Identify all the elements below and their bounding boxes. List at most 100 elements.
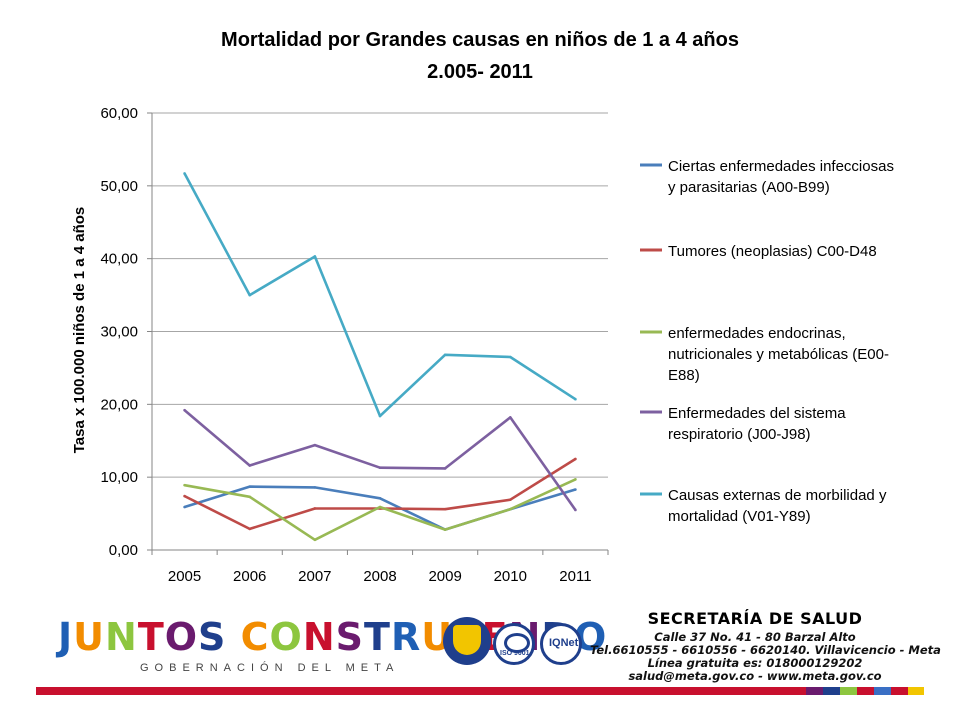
logo-letter — [226, 615, 240, 659]
x-tick-label: 2010 — [494, 568, 527, 585]
chart-title-line1: Mortalidad por Grandes causas en niños d… — [221, 29, 739, 51]
logo-letter: U — [73, 615, 105, 659]
data-point — [378, 466, 382, 469]
data-point — [378, 496, 382, 500]
x-tick-label: 2008 — [363, 568, 396, 585]
logo-letter: S — [198, 615, 227, 659]
logo-letter: S — [335, 615, 365, 659]
data-point — [313, 486, 317, 489]
logo-letter: T — [137, 615, 165, 659]
logo-letter: O — [164, 615, 199, 659]
color-bar-segment — [891, 687, 908, 695]
logo-letter: J — [58, 615, 74, 659]
logo-letter: R — [390, 615, 422, 659]
contact-line: salud@meta.gov.co - www.meta.gov.co — [628, 669, 882, 683]
legend-label: Causas externas de morbilidad y — [668, 487, 887, 504]
data-point — [443, 467, 447, 470]
legend-label: y parasitarias (A00-B99) — [668, 179, 830, 196]
logo-letter: C — [240, 615, 270, 659]
y-tick-label: 10,00 — [100, 469, 138, 486]
data-point — [183, 172, 186, 175]
color-bar-segment — [908, 687, 924, 695]
y-axis-label: Tasa x 100.000 niños de 1 a 4 años — [71, 207, 88, 454]
x-tick-label: 2006 — [233, 568, 266, 585]
secretaria-contact-block: SECRETARÍA DE SALUD Calle 37 No. 41 - 80… — [590, 609, 941, 683]
data-point — [508, 507, 512, 511]
data-point — [508, 355, 512, 359]
data-point — [313, 538, 317, 542]
grid-lines — [152, 112, 608, 478]
legend-label: E88) — [668, 367, 700, 384]
data-point — [574, 478, 577, 481]
color-bar-segment — [823, 687, 840, 695]
iso-badge-text: ISO 9001 — [500, 650, 530, 657]
legend-label: nutricionales y metabólicas (E00- — [668, 346, 889, 363]
phones-line: Tel.6610555 - 6610556 - 6620140. Villavi… — [590, 643, 941, 657]
data-point — [378, 505, 382, 509]
data-point — [183, 494, 186, 498]
axes — [147, 112, 609, 555]
iso-certification-icon: ISO 9001 — [493, 623, 535, 665]
logo-subtitle: GOBERNACIÓN DEL META — [140, 662, 400, 674]
legend-label: mortalidad (V01-Y89) — [668, 508, 811, 525]
x-tick-label: 2011 — [559, 568, 591, 585]
y-tick-label: 30,00 — [100, 324, 138, 341]
legend-label: Tumores (neoplasias) C00-D48 — [668, 243, 877, 260]
y-tick-label: 20,00 — [100, 396, 138, 413]
data-point — [248, 464, 252, 467]
logo-letter: N — [105, 615, 138, 659]
data-point — [508, 498, 512, 502]
data-point — [313, 507, 317, 510]
data-point — [574, 508, 577, 512]
chart-title: Mortalidad por Grandes causas en niños d… — [0, 24, 960, 88]
legend-label: respiratorio (J00-J98) — [668, 426, 811, 443]
data-point — [248, 485, 252, 488]
footer-color-bar — [36, 687, 924, 695]
free-line: Línea gratuita es: 018000129202 — [647, 656, 863, 670]
y-tick-label: 0,00 — [109, 542, 138, 559]
data-point — [508, 416, 512, 419]
data-point — [248, 527, 252, 531]
data-point — [248, 293, 252, 297]
legend: Ciertas enfermedades infecciosas y parasi… — [640, 158, 894, 525]
x-tick-label: 2005 — [168, 568, 201, 585]
data-point — [574, 488, 577, 491]
footer: JUNTOS CONSTRUYENDO GOBERNACIÓN DEL META… — [0, 595, 960, 720]
chart-title-line2: 2.005- 2011 — [427, 61, 533, 83]
legend-label: Ciertas enfermedades infecciosas — [668, 158, 894, 175]
data-point — [183, 483, 186, 487]
color-bar-segment — [840, 687, 857, 695]
logo-letter: N — [302, 615, 336, 659]
data-point — [313, 255, 317, 258]
data-point — [574, 457, 577, 461]
data-point — [248, 495, 252, 499]
y-tick-label: 40,00 — [100, 251, 138, 268]
series-line — [183, 172, 577, 418]
data-point — [443, 528, 447, 531]
series-line — [184, 457, 577, 531]
iqnet-certification-icon: IQNet — [540, 623, 582, 665]
logo-letter: O — [269, 615, 303, 659]
data-point — [443, 353, 447, 357]
data-point — [574, 397, 577, 401]
meta-seal-icon — [443, 617, 491, 665]
color-bar-segment — [806, 687, 823, 695]
logo-letter: T — [364, 615, 391, 659]
color-bar-segment — [857, 687, 874, 695]
y-tick-label: 50,00 — [100, 178, 138, 195]
address-line: Calle 37 No. 41 - 80 Barzal Alto — [654, 630, 856, 644]
secretaria-title: SECRETARÍA DE SALUD — [647, 609, 863, 628]
y-tick-labels: 0,00 10,00 20,00 30,00 40,00 50,00 60,00 — [100, 105, 138, 559]
x-tick-labels: 2005 2006 2007 2008 2009 2010 2011 — [168, 568, 592, 585]
color-bar-segment — [36, 687, 806, 695]
data-point — [378, 414, 382, 418]
y-tick-label: 60,00 — [100, 105, 138, 122]
legend-label: enfermedades endocrinas, — [668, 325, 846, 342]
series-lines — [183, 172, 577, 542]
x-tick-label: 2007 — [298, 568, 331, 585]
x-tick-label: 2009 — [428, 568, 461, 585]
data-point — [183, 408, 186, 412]
legend-label: Enfermedades del sistema — [668, 405, 846, 422]
data-point — [443, 507, 447, 511]
